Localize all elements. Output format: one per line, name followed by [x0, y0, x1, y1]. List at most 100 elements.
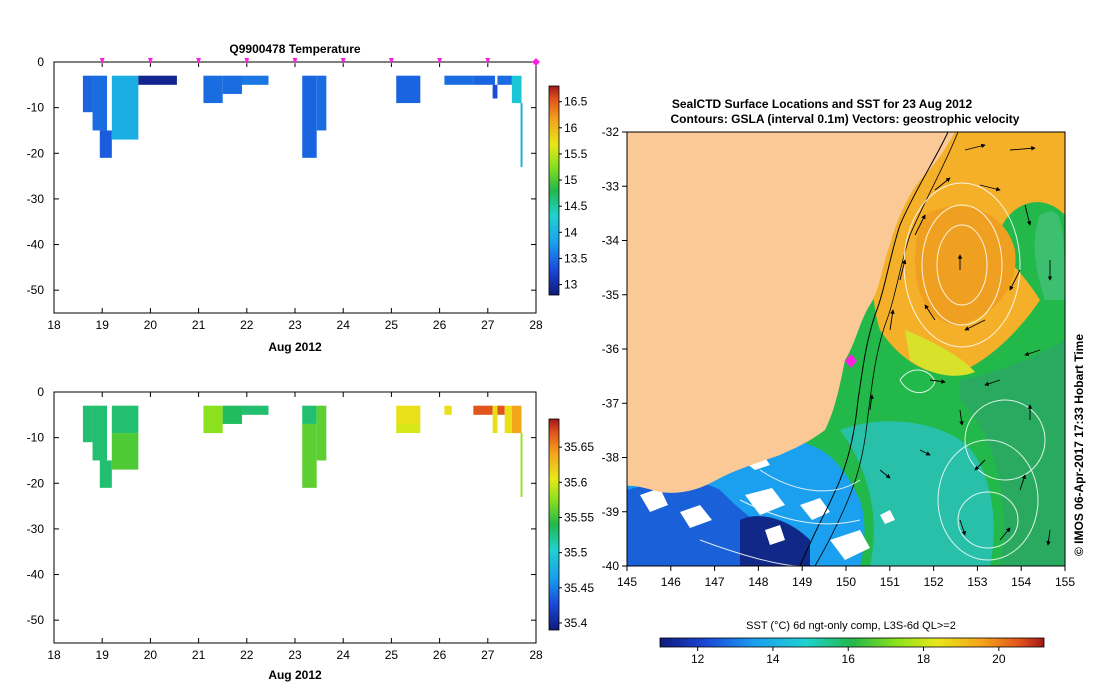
salinity-colorbar	[548, 418, 560, 631]
data-cell	[444, 405, 452, 415]
x-tick-label: 26	[433, 648, 447, 662]
y-tick-label: -10	[27, 431, 45, 445]
yellow-band	[905, 330, 975, 376]
profile-marker	[196, 58, 202, 64]
colorbar-tick-label: 16.5	[564, 95, 588, 109]
data-cell	[92, 75, 108, 131]
map-x-tick-label: 153	[967, 575, 987, 589]
map-y-tick-label: -32	[602, 125, 620, 139]
temperature-panel: Q9900478 Temperature 18 19 20 21 22 23 24 25 26 2…	[27, 42, 588, 354]
land-mass	[627, 132, 955, 493]
colorbar-tick-label: 35.45	[564, 581, 594, 595]
colorbar-tick-label: 15	[564, 173, 578, 187]
map-colorbar-tick-label: 16	[842, 652, 856, 666]
colorbar-tick-label: 35.65	[564, 440, 594, 454]
x-tick-label: 25	[385, 648, 399, 662]
data-cell	[302, 405, 317, 424]
temperature-xlabel: Aug 2012	[268, 340, 322, 354]
colorbar-tick-label: 14.5	[564, 199, 588, 213]
map-y-tick-label: -33	[602, 179, 620, 193]
map-title: SealCTD Surface Locations and SST for 23…	[672, 97, 973, 111]
data-cell	[504, 405, 512, 434]
data-cell	[241, 75, 269, 85]
map-x-tick-label: 155	[1055, 575, 1075, 589]
x-tick-label: 23	[288, 318, 302, 332]
temperature-colorbar	[548, 85, 560, 296]
profile-marker	[99, 58, 105, 64]
green-patch-east	[1034, 211, 1065, 300]
x-tick-label: 18	[47, 648, 61, 662]
x-tick-label: 28	[529, 318, 543, 332]
x-tick-label: 24	[337, 318, 351, 332]
salinity-xlabel: Aug 2012	[268, 668, 322, 682]
profile-marker	[340, 58, 346, 64]
data-cell	[396, 405, 421, 424]
x-tick-label: 20	[144, 648, 158, 662]
map-colorbar-tick-label: 14	[766, 652, 780, 666]
salinity-cells	[82, 405, 523, 497]
gsla-contours	[699, 182, 1046, 566]
data-cell	[241, 405, 269, 415]
data-cell	[111, 433, 139, 470]
profile-marker	[388, 58, 394, 64]
profile-marker	[244, 58, 250, 64]
map-x-tick-label: 145	[617, 575, 637, 589]
y-tick-label: -30	[27, 192, 45, 206]
data-cell	[302, 423, 317, 488]
map-colorbar-tick-label: 18	[917, 652, 931, 666]
data-cell	[492, 84, 498, 99]
colorbar-tick-label: 35.5	[564, 546, 588, 560]
temperature-title: Q9900478 Temperature	[229, 42, 361, 56]
x-tick-label: 24	[337, 648, 351, 662]
data-cell	[444, 75, 474, 85]
map-x-tick-label: 150	[836, 575, 856, 589]
y-tick-label: -40	[27, 568, 45, 582]
x-tick-label: 19	[96, 318, 110, 332]
salinity-colorbar-ticks: 35.4 35.45 35.5 35.55 35.6 35.65	[559, 440, 594, 630]
data-cell	[396, 423, 421, 434]
x-tick-label: 27	[481, 318, 495, 332]
data-cell	[99, 460, 112, 488]
profile-marker	[292, 58, 298, 64]
x-tick-label: 22	[240, 318, 254, 332]
x-tick-label: 19	[96, 648, 110, 662]
y-tick-label: -10	[27, 101, 45, 115]
profile-marker	[437, 58, 443, 64]
salinity-axes: 18 19 20 21 22 23 24 25 26 27 28 0 -10 -20 -30 -40 -50	[27, 385, 543, 662]
map-x-tick-label: 154	[1011, 575, 1031, 589]
data-cell	[111, 75, 139, 140]
x-tick-label: 21	[192, 648, 206, 662]
data-cell	[99, 130, 112, 158]
map-x-tick-label: 151	[880, 575, 900, 589]
data-cell	[316, 405, 327, 461]
x-tick-label: 23	[288, 648, 302, 662]
map-y-tick-label: -38	[602, 451, 620, 465]
map-axes: 145 146 147 148 149 150 151 152 153 154 155 -32 -33 -…	[602, 125, 1076, 589]
teal-water-region	[840, 421, 994, 566]
map-colorbar	[659, 637, 1045, 648]
y-tick-label: -20	[27, 146, 45, 160]
map-x-tick-label: 152	[924, 575, 944, 589]
colorbar-tick-label: 13.5	[564, 251, 588, 265]
sst-map-panel: SealCTD Surface Locations and SST for 23…	[602, 97, 1086, 666]
map-y-tick-label: -36	[602, 342, 620, 356]
colorbar-tick-label: 35.6	[564, 475, 588, 489]
data-cell	[520, 433, 523, 497]
map-y-tick-label: -35	[602, 288, 620, 302]
temperature-axes: 18 19 20 21 22 23 24 25 26 27 28 0 -10 -20 -30 -40 -50	[27, 55, 543, 332]
temperature-colorbar-ticks: 13 13.5 14 14.5 15 15.5 16 16.5	[559, 95, 588, 292]
bathymetry-contour-deep	[814, 132, 959, 566]
map-x-tick-label: 146	[661, 575, 681, 589]
x-tick-label: 26	[433, 318, 447, 332]
data-cell	[511, 75, 522, 104]
x-tick-label: 27	[481, 648, 495, 662]
y-tick-label: -50	[27, 613, 45, 627]
data-cell	[138, 75, 177, 85]
colorbar-tick-label: 13	[564, 278, 578, 292]
map-y-tick-label: -40	[602, 559, 620, 573]
data-cell	[111, 405, 139, 434]
map-colorbar-label: SST (°C) 6d ngt-only comp, L3S-6d QL>=2	[746, 620, 956, 632]
latest-profile-marker	[532, 58, 540, 66]
x-tick-label: 18	[47, 318, 61, 332]
